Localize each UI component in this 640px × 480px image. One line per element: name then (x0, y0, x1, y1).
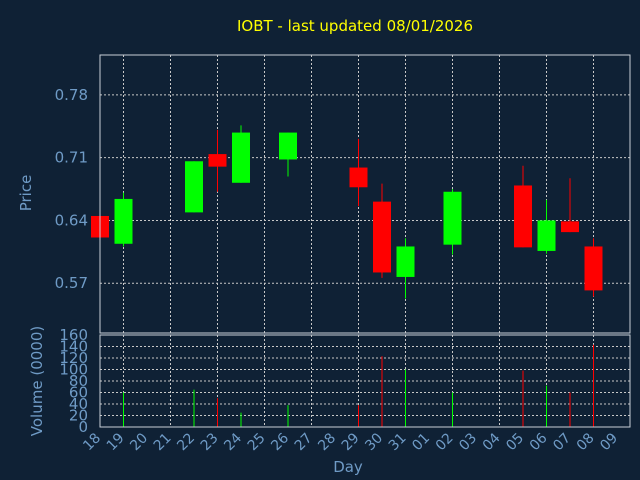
candle (443, 189, 462, 255)
candle (514, 165, 532, 248)
volume-tick-label: 100 (59, 361, 88, 379)
candle (373, 183, 391, 278)
volume-panel-border (99, 334, 631, 428)
volume-tick-label: 140 (59, 338, 88, 356)
candle (349, 138, 368, 207)
candle (561, 178, 579, 233)
volume-panel (123, 344, 594, 427)
candle-body (537, 220, 556, 251)
candle-body (514, 185, 532, 248)
candle-body (584, 246, 603, 291)
candle-body (232, 132, 250, 183)
volume-tick-label: 60 (69, 384, 88, 402)
price-tick-label: 0.64 (55, 211, 88, 229)
price-grid (100, 55, 630, 333)
candle (584, 238, 603, 297)
candle-body (396, 246, 415, 277)
volume-tick-label: 40 (69, 395, 88, 413)
volume-axis-label: Volume (0000) (28, 326, 46, 436)
candle-body (114, 198, 133, 244)
price-axis-ticks: 0.57 0.64 0.71 0.78 (55, 86, 88, 292)
x-axis-ticks: 18 19 20 21 22 23 24 25 26 27 28 29 30 31 01 02 03 04 05 06… (80, 430, 621, 454)
price-tick-label: 0.71 (55, 149, 88, 167)
price-axis-label: Price (17, 175, 35, 212)
volume-tick-label: 80 (69, 372, 88, 390)
candle-body (349, 167, 368, 188)
candle-body (279, 132, 297, 160)
chart-title: IOBT - last updated 08/01/2026 (237, 17, 473, 35)
price-tick-label: 0.78 (55, 86, 88, 104)
candle (114, 192, 133, 247)
candle-body (443, 191, 462, 245)
candle (185, 161, 203, 213)
x-axis-label: Day (333, 458, 363, 476)
volume-tick-label: 20 (69, 407, 88, 425)
candle-body (373, 201, 391, 273)
candle (208, 129, 227, 192)
price-panel-border (99, 54, 631, 334)
candle (279, 132, 297, 177)
volume-tick-label: 120 (59, 349, 88, 367)
candle (396, 238, 415, 299)
volume-tick-label: 160 (59, 326, 88, 344)
candle-body (185, 161, 203, 213)
candle-body (561, 221, 579, 233)
candle (537, 199, 556, 254)
candle (232, 125, 250, 183)
candle-body (208, 154, 227, 167)
price-tick-label: 0.57 (55, 274, 88, 292)
volume-tick-label: 0 (78, 418, 88, 436)
